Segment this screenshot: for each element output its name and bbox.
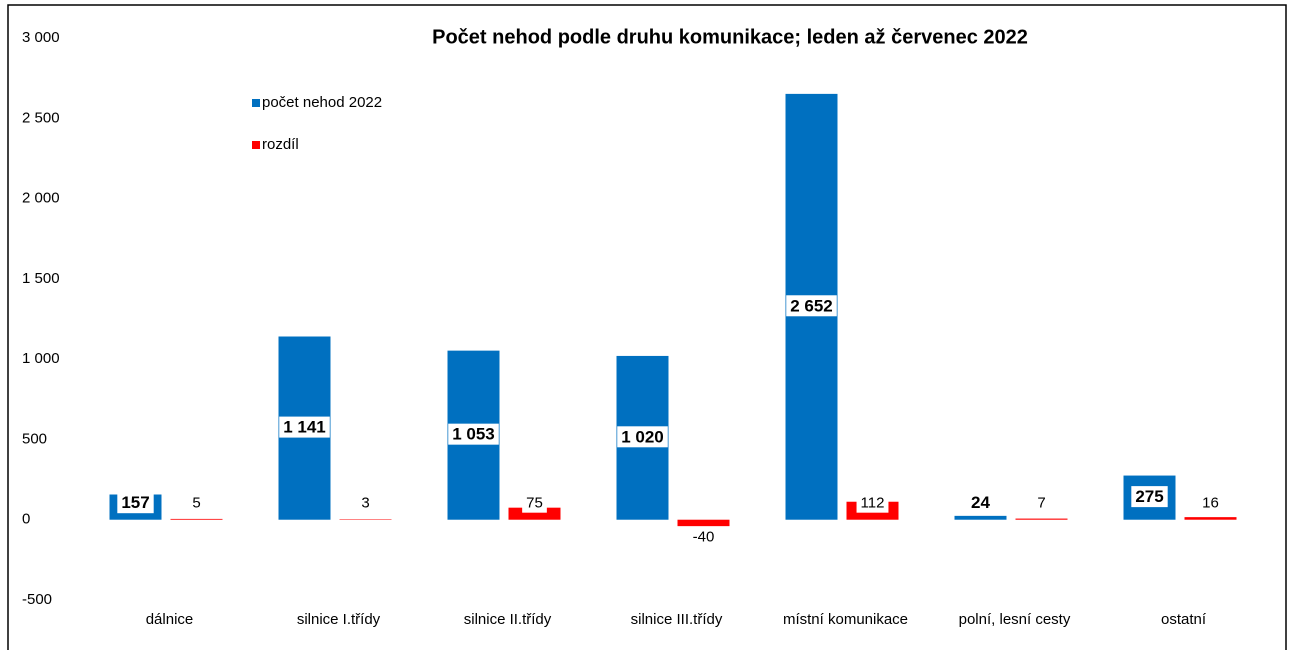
chart-title: Počet nehod podle druhu komunikace; lede… bbox=[432, 26, 1028, 48]
y-tick-label: 3 000 bbox=[22, 29, 60, 46]
data-label: 7 bbox=[1037, 495, 1045, 512]
y-tick-label: 2 000 bbox=[22, 190, 60, 207]
x-tick-label: silnice III.třídy bbox=[631, 611, 723, 628]
data-label: 3 bbox=[361, 495, 369, 512]
data-label: 16 bbox=[1202, 495, 1219, 512]
data-label: 275 bbox=[1135, 487, 1163, 506]
chart-border bbox=[8, 5, 1286, 650]
x-tick-label: dálnice bbox=[146, 611, 194, 628]
data-label: 75 bbox=[526, 495, 543, 512]
data-label: 1 053 bbox=[452, 425, 495, 444]
bar bbox=[678, 520, 730, 526]
legend-label: rozdíl bbox=[262, 136, 299, 153]
data-label: 157 bbox=[121, 493, 149, 512]
data-label: 1 141 bbox=[283, 418, 326, 437]
x-tick-label: ostatní bbox=[1161, 611, 1207, 628]
y-tick-label: 500 bbox=[22, 430, 47, 447]
x-tick-label: silnice II.třídy bbox=[464, 611, 552, 628]
data-label: 5 bbox=[192, 495, 200, 512]
data-label: 24 bbox=[971, 493, 990, 512]
data-label: 112 bbox=[861, 495, 885, 512]
legend-swatch bbox=[252, 141, 260, 149]
data-label: -40 bbox=[693, 529, 715, 546]
data-label: 1 020 bbox=[621, 427, 664, 446]
y-tick-label: 1 500 bbox=[22, 270, 60, 287]
y-tick-label: 0 bbox=[22, 511, 30, 528]
y-tick-label: 2 500 bbox=[22, 109, 60, 126]
x-tick-label: silnice I.třídy bbox=[297, 611, 381, 628]
bar bbox=[955, 516, 1007, 520]
x-tick-label: polní, lesní cesty bbox=[959, 611, 1071, 628]
legend-label: počet nehod 2022 bbox=[262, 94, 382, 111]
y-tick-label: 1 000 bbox=[22, 350, 60, 367]
legend-swatch bbox=[252, 99, 260, 107]
bar bbox=[1016, 519, 1068, 520]
data-label: 2 652 bbox=[790, 296, 833, 315]
y-tick-label: -500 bbox=[22, 591, 52, 608]
bar bbox=[171, 519, 223, 520]
x-tick-label: místní komunikace bbox=[783, 611, 908, 628]
bar bbox=[1185, 517, 1237, 520]
